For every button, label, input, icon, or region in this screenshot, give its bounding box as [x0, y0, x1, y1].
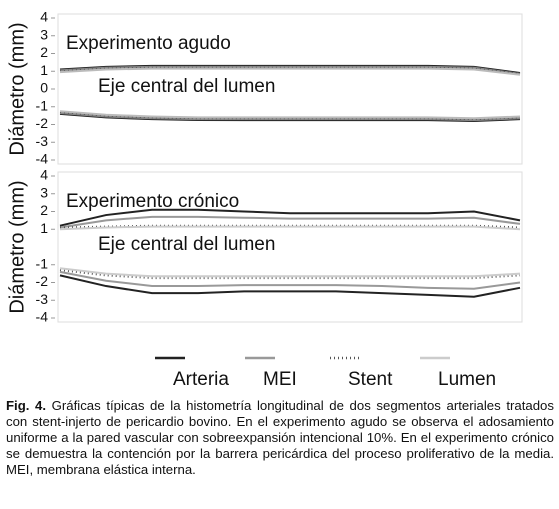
annotation: Experimento crónico: [66, 191, 239, 212]
y-tick-label: -2: [36, 273, 49, 289]
y-tick-label: 4: [40, 9, 48, 25]
series-line: [59, 274, 521, 298]
y-tick-label: -4: [36, 309, 49, 325]
y-tick-label: -4: [36, 151, 49, 167]
series-line: [59, 67, 521, 76]
y-axis-label: Diámetro (mm): [6, 180, 28, 313]
plot-frame: [57, 171, 523, 323]
series-line: [59, 267, 521, 278]
series-line: [59, 225, 521, 231]
y-tick-label: 0: [40, 80, 48, 96]
legend-label: MEI: [263, 369, 297, 390]
y-tick-label: 1: [40, 220, 48, 236]
y-tick-label: 1: [40, 62, 48, 78]
y-tick-label: -3: [36, 291, 49, 307]
y-tick-label: 2: [40, 44, 48, 60]
y-tick-label: -1: [36, 255, 49, 271]
legend-label: Stent: [348, 369, 393, 390]
caption: Fig. 4. Gráficas típicas de la histometr…: [6, 398, 554, 478]
y-tick-label: -1: [36, 97, 49, 113]
y-axis-label: Diámetro (mm): [6, 22, 28, 155]
y-tick-label: 3: [40, 26, 48, 42]
plot-frame: [57, 13, 523, 165]
y-tick-label: -3: [36, 133, 49, 149]
y-tick-label: 3: [40, 184, 48, 200]
y-tick-label: -2: [36, 115, 49, 131]
annotation: Eje central del lumen: [98, 234, 275, 255]
series-line: [59, 270, 521, 290]
y-tick-label: 2: [40, 202, 48, 218]
caption-text: Gráficas típicas de la histometría longi…: [6, 398, 554, 477]
annotation: Experimento agudo: [66, 33, 231, 54]
series-line: [59, 110, 521, 120]
series-line: [59, 215, 521, 229]
annotation: Eje central del lumen: [98, 76, 275, 97]
legend-label: Arteria: [173, 369, 229, 390]
legend-label: Lumen: [438, 369, 496, 390]
y-tick-label: 4: [40, 167, 48, 183]
caption-label: Fig. 4.: [6, 398, 47, 413]
series-line: [59, 208, 521, 227]
